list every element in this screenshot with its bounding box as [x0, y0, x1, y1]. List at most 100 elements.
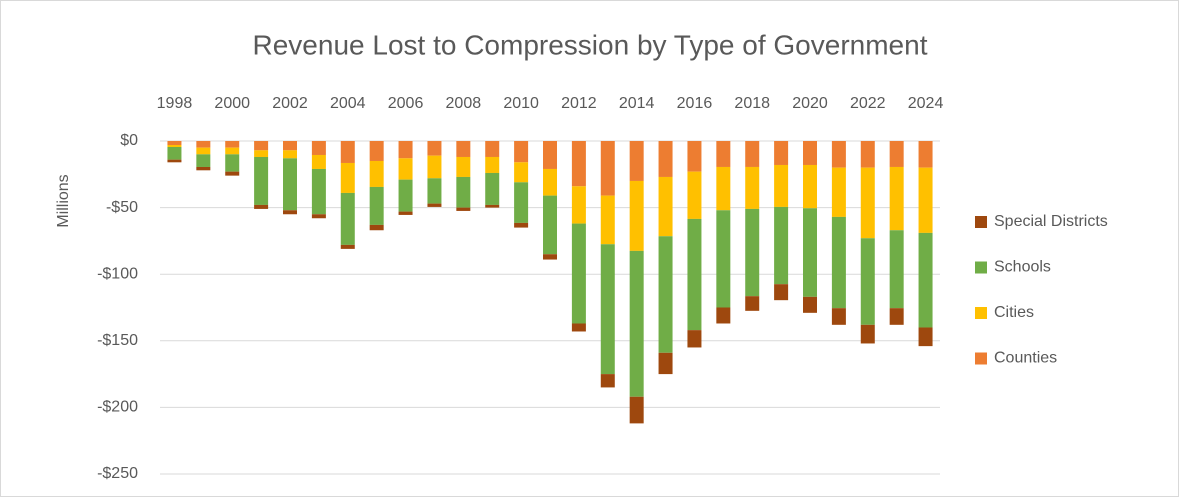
bar-segment	[311, 154, 326, 169]
bar-segment	[543, 195, 557, 255]
bar-segment	[485, 204, 500, 208]
x-tick-label: 2018	[734, 95, 770, 112]
x-tick-label: 1998	[157, 95, 193, 112]
y-tick-label: -$150	[97, 332, 138, 349]
y-tick-label: -$250	[97, 465, 138, 482]
bar-segment	[398, 158, 413, 180]
bar-segment	[398, 141, 413, 159]
bar-segment	[225, 141, 240, 148]
bar-segment	[918, 141, 933, 168]
bar-segment	[716, 141, 731, 167]
bar-segment	[745, 296, 760, 311]
bar-segment	[311, 141, 326, 155]
bar-segment	[427, 178, 442, 204]
x-tick-label: 2004	[330, 95, 366, 112]
bar-segment	[803, 208, 817, 297]
bar-segment	[716, 307, 731, 324]
x-tick-label: 2006	[388, 95, 424, 112]
bar-segment	[774, 164, 789, 207]
bar-segment	[600, 374, 615, 388]
bar-segment	[225, 171, 240, 176]
bar-segment	[456, 207, 471, 211]
y-tick-label: -$200	[97, 399, 138, 416]
bar-segment	[398, 211, 413, 215]
bar-segment	[196, 147, 211, 155]
bar-segment	[571, 141, 586, 187]
bar-segment	[600, 244, 615, 375]
legend-swatch	[975, 216, 987, 228]
bar-segment	[225, 147, 240, 155]
bar-segment	[485, 172, 500, 205]
bar-segment	[543, 168, 557, 196]
y-tick-label: -$50	[106, 199, 138, 216]
bar-segment	[687, 171, 702, 219]
x-tick-label: 2022	[850, 95, 886, 112]
bar-segment	[485, 141, 500, 157]
bar-segment	[369, 160, 384, 187]
bar-segment	[254, 150, 269, 157]
x-tick-label: 2012	[561, 95, 597, 112]
bar-segment	[860, 324, 875, 344]
bar-segment	[167, 141, 182, 145]
bar-segment	[485, 156, 500, 173]
x-tick-label: 2010	[503, 95, 539, 112]
y-tick-label: -$100	[97, 265, 138, 282]
bar-segment	[283, 210, 297, 215]
bar-segment	[860, 141, 875, 168]
bar-segment	[629, 250, 644, 397]
bar-segment	[774, 141, 789, 165]
legend-label: Schools	[994, 259, 1051, 276]
bar-segment	[369, 224, 384, 231]
bar-segment	[427, 155, 442, 179]
x-tick-label: 2002	[272, 95, 308, 112]
bar-segment	[658, 236, 673, 353]
bar-segment	[196, 154, 211, 167]
legend-label: Counties	[994, 350, 1057, 367]
bar-segment	[283, 158, 297, 211]
bar-segment	[398, 179, 413, 212]
bar-segment	[196, 141, 211, 148]
bar-segment	[831, 308, 846, 325]
bar-segment	[889, 141, 904, 167]
bar-segment	[889, 230, 904, 309]
bar-segment	[340, 141, 355, 163]
bar-segment	[687, 218, 702, 331]
bar-segment	[514, 141, 529, 163]
legend-label: Special Districts	[994, 213, 1108, 230]
x-tick-label: 2020	[792, 95, 828, 112]
x-tick-label: 2024	[908, 95, 944, 112]
bar-segment	[456, 141, 471, 157]
bar-segment	[774, 206, 789, 285]
bar-segment	[543, 141, 557, 169]
bar-segment	[745, 208, 760, 297]
bar-segment	[600, 195, 615, 245]
bar-segment	[167, 146, 182, 160]
bar-segment	[803, 164, 817, 209]
bar-segment	[369, 141, 384, 161]
bar-segment	[803, 141, 817, 165]
bar-segment	[196, 166, 211, 171]
bar-segment	[283, 141, 297, 151]
bar-segment	[658, 176, 673, 237]
bar-segment	[860, 167, 875, 239]
x-tick-label: 2016	[677, 95, 713, 112]
bar-segment	[283, 150, 297, 159]
bar-segment	[918, 167, 933, 233]
bar-segment	[745, 141, 760, 167]
legend-swatch	[975, 307, 987, 319]
bar-segment	[456, 176, 471, 208]
bar-segment	[831, 141, 846, 168]
bar-segment	[571, 223, 586, 324]
bar-segment	[918, 327, 933, 347]
bar-segment	[571, 323, 586, 332]
x-tick-label: 2008	[446, 95, 482, 112]
bar-segment	[629, 180, 644, 251]
bar-segment	[831, 167, 846, 217]
bar-segment	[918, 232, 933, 328]
x-tick-label: 2014	[619, 95, 655, 112]
bar-segment	[514, 162, 529, 183]
bar-segment	[254, 156, 269, 205]
bar-segment	[225, 154, 240, 172]
